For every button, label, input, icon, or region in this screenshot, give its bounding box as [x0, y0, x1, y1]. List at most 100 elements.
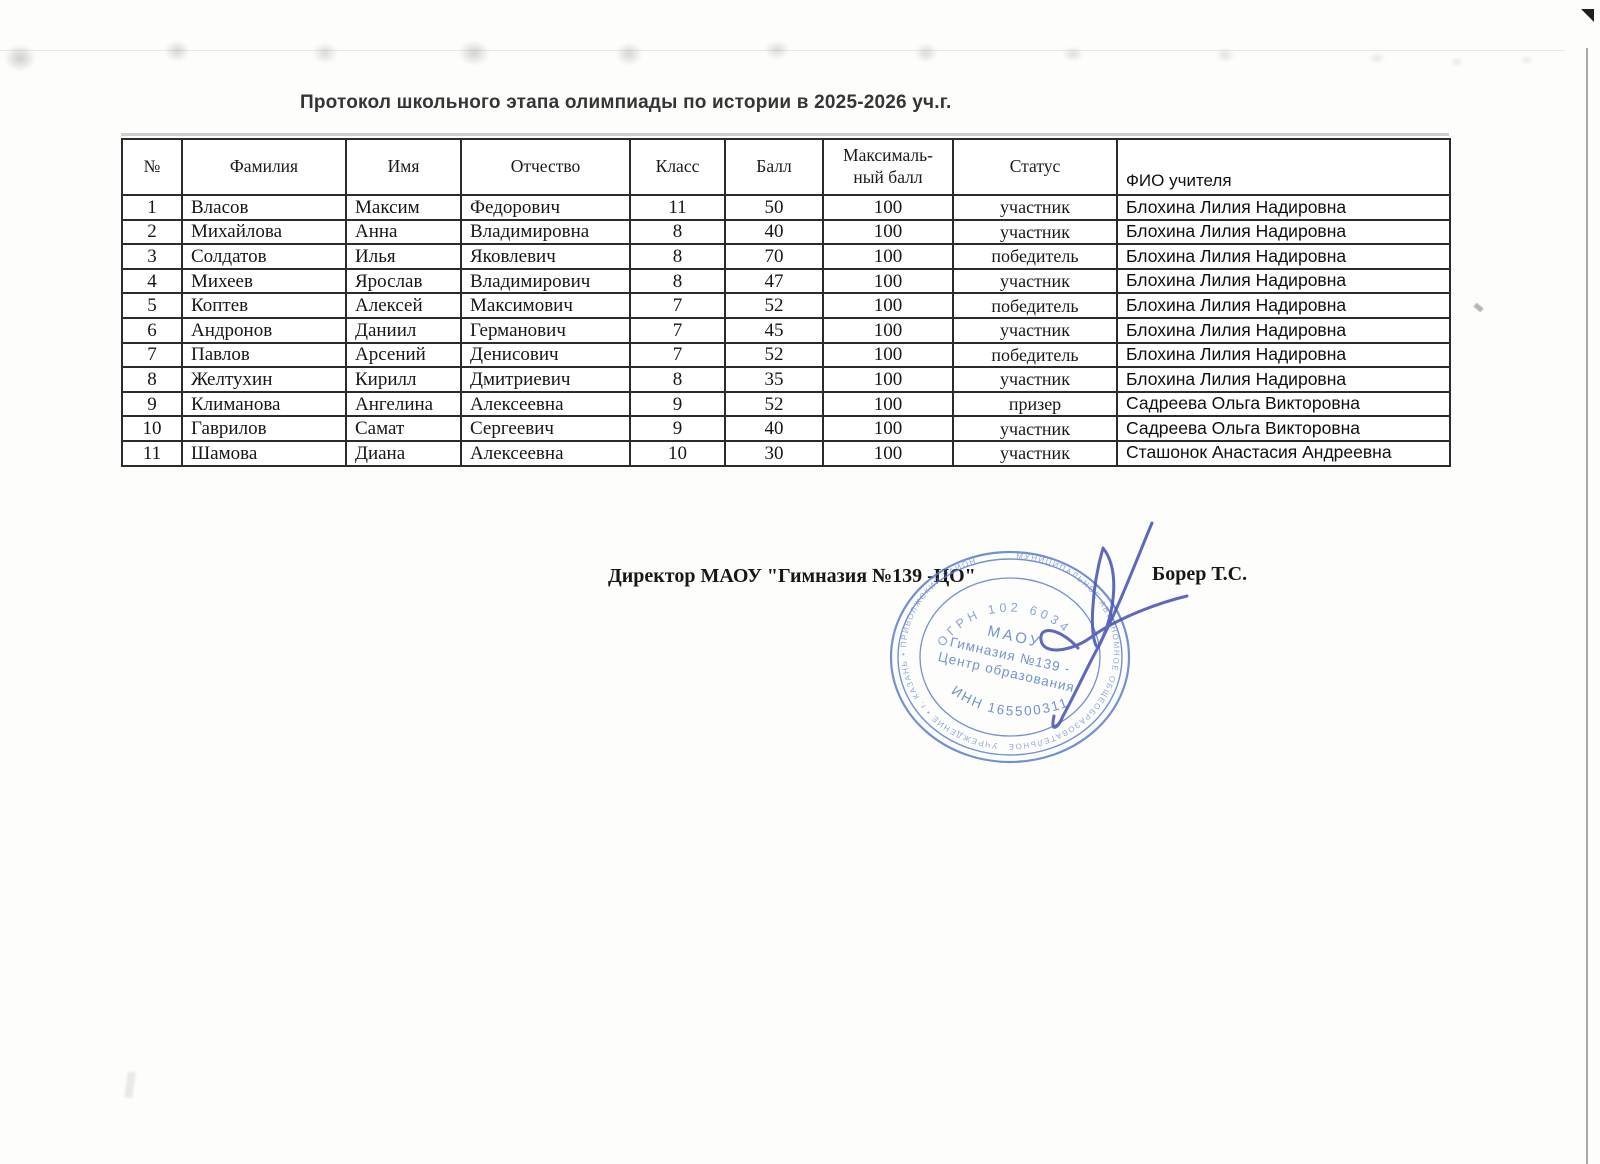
cell-r3-c2: Илья: [345, 243, 462, 270]
scan-speck: [1473, 302, 1484, 313]
column-header-8: ФИО учителя: [1116, 138, 1451, 196]
scan-smudge: [4, 44, 36, 72]
scan-smudge: [914, 43, 938, 63]
cell-r10-c6: 100: [822, 415, 954, 442]
cell-r6-c7: участник: [952, 316, 1118, 344]
cell-r4-c0: 4: [121, 267, 183, 295]
cell-r9-c2: Ангелина: [345, 390, 462, 418]
cell-r8-c3: Дмитриевич: [460, 366, 631, 393]
cell-r7-c4: 7: [629, 341, 726, 369]
cell-r6-c3: Германович: [460, 316, 631, 344]
cell-r8-c7: участник: [952, 366, 1118, 393]
cell-r7-c3: Денисович: [460, 341, 631, 369]
cell-r2-c5: 40: [724, 218, 824, 246]
scan-smudge: [1215, 47, 1235, 63]
cell-r11-c1: Шамова: [181, 439, 347, 467]
cell-r6-c1: Андронов: [181, 316, 347, 344]
cell-r9-c4: 9: [629, 390, 726, 418]
scan-smudge: [615, 42, 643, 66]
cell-r4-c8: Блохина Лилия Надировна: [1116, 267, 1451, 295]
cell-r5-c2: Алексей: [345, 292, 462, 319]
cell-r5-c8: Блохина Лилия Надировна: [1116, 292, 1451, 319]
cell-r8-c2: Кирилл: [345, 366, 462, 393]
cell-r6-c5: 45: [724, 316, 824, 344]
cell-r10-c8: Садреева Ольга Викторовна: [1116, 415, 1451, 442]
cell-r9-c7: призер: [952, 390, 1118, 418]
cell-r11-c0: 11: [121, 439, 183, 467]
table-row: 10 Гаврилов Самат Сергеевич 9 40 100 участник Са…: [121, 415, 1451, 442]
cell-r8-c5: 35: [724, 366, 824, 393]
cell-r7-c0: 7: [121, 341, 183, 369]
cell-r5-c0: 5: [121, 292, 183, 319]
column-header-7: Статус: [952, 138, 1118, 196]
cell-r5-c4: 7: [629, 292, 726, 319]
signature: [1039, 521, 1189, 729]
stamp-outer-circle: [889, 550, 1131, 764]
header-row: № Фамилия Имя Отчество Класс Балл Максималь- н…: [121, 138, 1451, 196]
column-header-6: Максималь- ный балл: [822, 138, 954, 196]
cell-r1-c7: участник: [952, 194, 1118, 221]
cell-r3-c0: 3: [121, 243, 183, 270]
table-row: 6 Андронов Даниил Германович 7 45 100 участник Б…: [121, 316, 1451, 344]
cell-r11-c8: Сташонок Анастасия Андреевна: [1116, 439, 1451, 467]
table-row: 5 Коптев Алексей Максимович 7 52 100 победитель…: [121, 292, 1451, 319]
scan-smudge: [164, 40, 190, 62]
column-header-5: Балл: [724, 138, 824, 196]
cell-r4-c5: 47: [724, 267, 824, 295]
cell-r9-c0: 9: [121, 390, 183, 418]
page-title: Протокол школьного этапа олимпиады по ис…: [300, 92, 952, 113]
column-header-2: Имя: [345, 138, 462, 196]
cell-r9-c6: 100: [822, 390, 954, 418]
table-row: 2 Михайлова Анна Владимировна 8 40 100 участник…: [121, 218, 1451, 246]
cell-r10-c1: Гаврилов: [181, 415, 347, 442]
scan-smudge: [1368, 52, 1386, 64]
cell-r11-c2: Диана: [345, 439, 462, 467]
cell-r8-c1: Желтухин: [181, 366, 347, 393]
cell-r3-c4: 8: [629, 243, 726, 270]
cell-r10-c4: 9: [629, 415, 726, 442]
results-table: № Фамилия Имя Отчество Класс Балл Максималь- н…: [121, 138, 1451, 467]
cell-r11-c5: 30: [724, 439, 824, 467]
signature-stroke-tail: [1039, 594, 1189, 652]
cell-r10-c0: 10: [121, 415, 183, 442]
cell-r11-c3: Алексеевна: [460, 439, 631, 467]
scan-smudge: [764, 40, 790, 60]
scan-table-shadow: [121, 133, 1449, 136]
director-label: Директор МАОУ "Гимназия №139 -ЦО": [608, 565, 976, 587]
cell-r3-c1: Солдатов: [181, 243, 347, 270]
cell-r2-c2: Анна: [345, 218, 462, 246]
cell-r9-c5: 52: [724, 390, 824, 418]
cell-r10-c3: Сергеевич: [460, 415, 631, 442]
cell-r4-c6: 100: [822, 267, 954, 295]
cell-r2-c7: участник: [952, 218, 1118, 246]
column-header-4: Класс: [629, 138, 726, 196]
cell-r7-c2: Арсений: [345, 341, 462, 369]
cell-r5-c5: 52: [724, 292, 824, 319]
cell-r2-c3: Владимировна: [460, 218, 631, 246]
scan-page-edge-line: [1586, 48, 1588, 1164]
stamp-inner-circle: [919, 577, 1101, 737]
cell-r2-c0: 2: [121, 218, 183, 246]
column-header-1: Фамилия: [181, 138, 347, 196]
column-header-0: №: [121, 138, 183, 196]
cell-r8-c4: 8: [629, 366, 726, 393]
cell-r1-c8: Блохина Лилия Надировна: [1116, 194, 1451, 221]
cell-r11-c4: 10: [629, 439, 726, 467]
scan-speck: [124, 1071, 136, 1099]
director-name: Борер Т.С.: [1152, 563, 1248, 585]
cell-r1-c5: 50: [724, 194, 824, 221]
cell-r10-c2: Самат: [345, 415, 462, 442]
table-row: 3 Солдатов Илья Яковлевич 8 70 100 победитель Бл…: [121, 243, 1451, 270]
cell-r6-c6: 100: [822, 316, 954, 344]
cell-r4-c2: Ярослав: [345, 267, 462, 295]
signature-stroke-main: [1051, 521, 1154, 729]
cell-r7-c5: 52: [724, 341, 824, 369]
cell-r6-c0: 6: [121, 316, 183, 344]
cell-r3-c6: 100: [822, 243, 954, 270]
cell-r2-c6: 100: [822, 218, 954, 246]
scan-fold-line: [0, 50, 1565, 51]
scan-smudge: [1520, 55, 1534, 65]
scan-smudge: [458, 40, 490, 66]
cell-r5-c3: Максимович: [460, 292, 631, 319]
cell-r4-c3: Владимирович: [460, 267, 631, 295]
